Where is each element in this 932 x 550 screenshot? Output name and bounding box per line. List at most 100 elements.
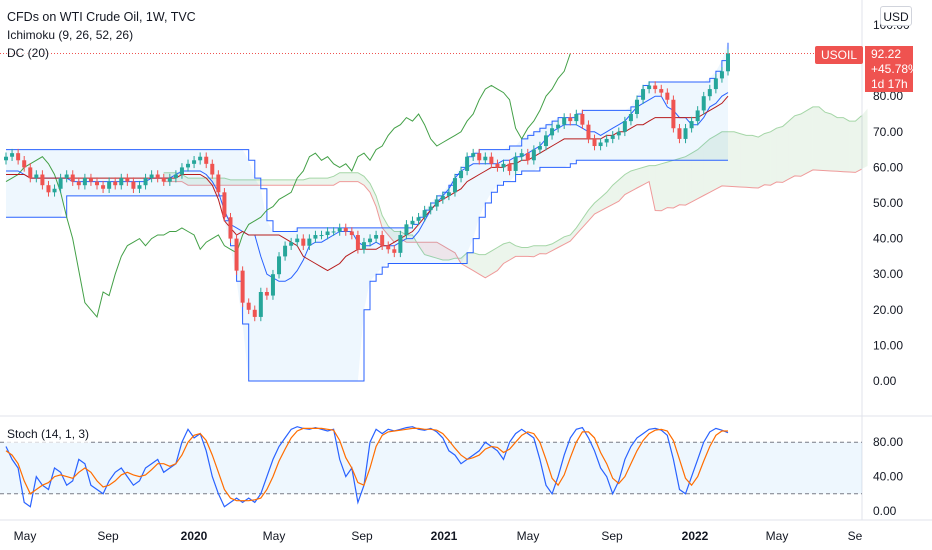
candle-body (386, 245, 391, 250)
donchian-lower-line (6, 159, 728, 382)
cloud-segment (721, 131, 728, 187)
candle-body (16, 153, 21, 161)
candle (477, 148, 482, 165)
symbol-price-tag: USOIL (815, 46, 864, 64)
cloud-segment (194, 178, 201, 186)
x-tick-label: May (766, 529, 789, 543)
candle (598, 138, 603, 151)
candle (113, 177, 118, 190)
candle-body (719, 71, 724, 79)
candle (307, 234, 312, 250)
candle (277, 252, 282, 279)
cloud-segment (855, 115, 862, 173)
candle-body (671, 99, 676, 129)
candle (337, 223, 342, 236)
cloud-segment (527, 245, 534, 257)
lagging-span-line (5, 53, 571, 318)
candle (161, 173, 166, 186)
candle-body (428, 206, 433, 211)
cloud-segment (770, 128, 777, 186)
candle (550, 123, 555, 140)
cloud-segment (467, 252, 474, 271)
candle-body (580, 114, 585, 125)
candle-body (246, 302, 251, 310)
donchian-legend[interactable]: DC (20) (7, 45, 50, 62)
x-tick-label: May (517, 529, 540, 543)
candle-body (665, 92, 670, 100)
stoch-legend[interactable]: Stoch (14, 1, 3) (7, 426, 90, 443)
candle-body (465, 156, 470, 171)
candle-body (562, 117, 567, 125)
cloud-segment (345, 172, 352, 182)
cloud-segment (376, 195, 383, 228)
candle-body (659, 89, 664, 93)
last-price-tag: 92.22 +45.78% 1d 17h (865, 46, 919, 92)
candle-body (22, 160, 27, 168)
cloud-segment (612, 179, 619, 205)
candle-body (210, 163, 215, 175)
candle (701, 91, 706, 115)
donchian-fill (6, 42, 728, 382)
candle (228, 212, 233, 243)
candle-body (641, 89, 646, 100)
candle-body (222, 192, 227, 218)
candle-body (380, 235, 385, 246)
candle-body (149, 174, 154, 179)
candle (179, 163, 184, 179)
candle-body (34, 174, 39, 179)
candle (40, 170, 45, 190)
stoch-y-tick-label: 40.00 (873, 470, 903, 484)
candle (537, 141, 542, 154)
last-price-change: +45.78% (871, 62, 919, 76)
candle (186, 159, 191, 172)
candle-body (179, 167, 184, 175)
cloud-segment (230, 179, 237, 186)
ichimoku-legend[interactable]: Ichimoku (9, 26, 52, 26) (7, 27, 134, 44)
candle (671, 95, 676, 133)
cloud-segment (382, 215, 389, 236)
cloud-segment (752, 135, 759, 189)
candle-body (501, 163, 506, 168)
cloud-segment (691, 149, 698, 202)
cloud-segment (746, 135, 753, 188)
cloud-segment (188, 178, 195, 186)
candle-body (4, 156, 8, 161)
candle (695, 106, 700, 126)
cloud-segment (685, 153, 692, 206)
cloud-segment (442, 245, 449, 260)
cloud-segment (794, 114, 801, 177)
candle-body (361, 242, 366, 250)
candle-body (568, 117, 573, 122)
candle-body (204, 156, 209, 164)
y-tick-label: 30.00 (873, 267, 903, 281)
cloud-segment (667, 160, 674, 208)
candle-body (125, 178, 130, 182)
x-tick-label: 2020 (181, 529, 208, 543)
candle (149, 170, 154, 183)
candle-body (82, 178, 87, 186)
cloud-segment (248, 179, 255, 186)
x-tick-label: Se (848, 529, 863, 543)
candle-body (28, 167, 33, 179)
cloud-segment (709, 135, 716, 193)
cloud-segment (430, 242, 437, 259)
candle (131, 177, 136, 194)
candle-body (695, 110, 700, 122)
cloud-segment (254, 179, 261, 186)
candle (155, 170, 160, 183)
stoch-band-fill (0, 442, 862, 494)
candle-body (616, 131, 621, 136)
candle-body (264, 292, 269, 296)
candle (143, 173, 148, 190)
cloud-segment (266, 179, 273, 186)
candle (452, 173, 457, 197)
candle (216, 170, 221, 197)
candle (707, 84, 712, 101)
currency-button[interactable]: USD (880, 6, 912, 26)
cloud-segment (788, 115, 795, 180)
candle-body (416, 217, 421, 221)
cloud-segment (582, 210, 589, 228)
candle-body (70, 174, 75, 182)
candle-body (216, 174, 221, 193)
